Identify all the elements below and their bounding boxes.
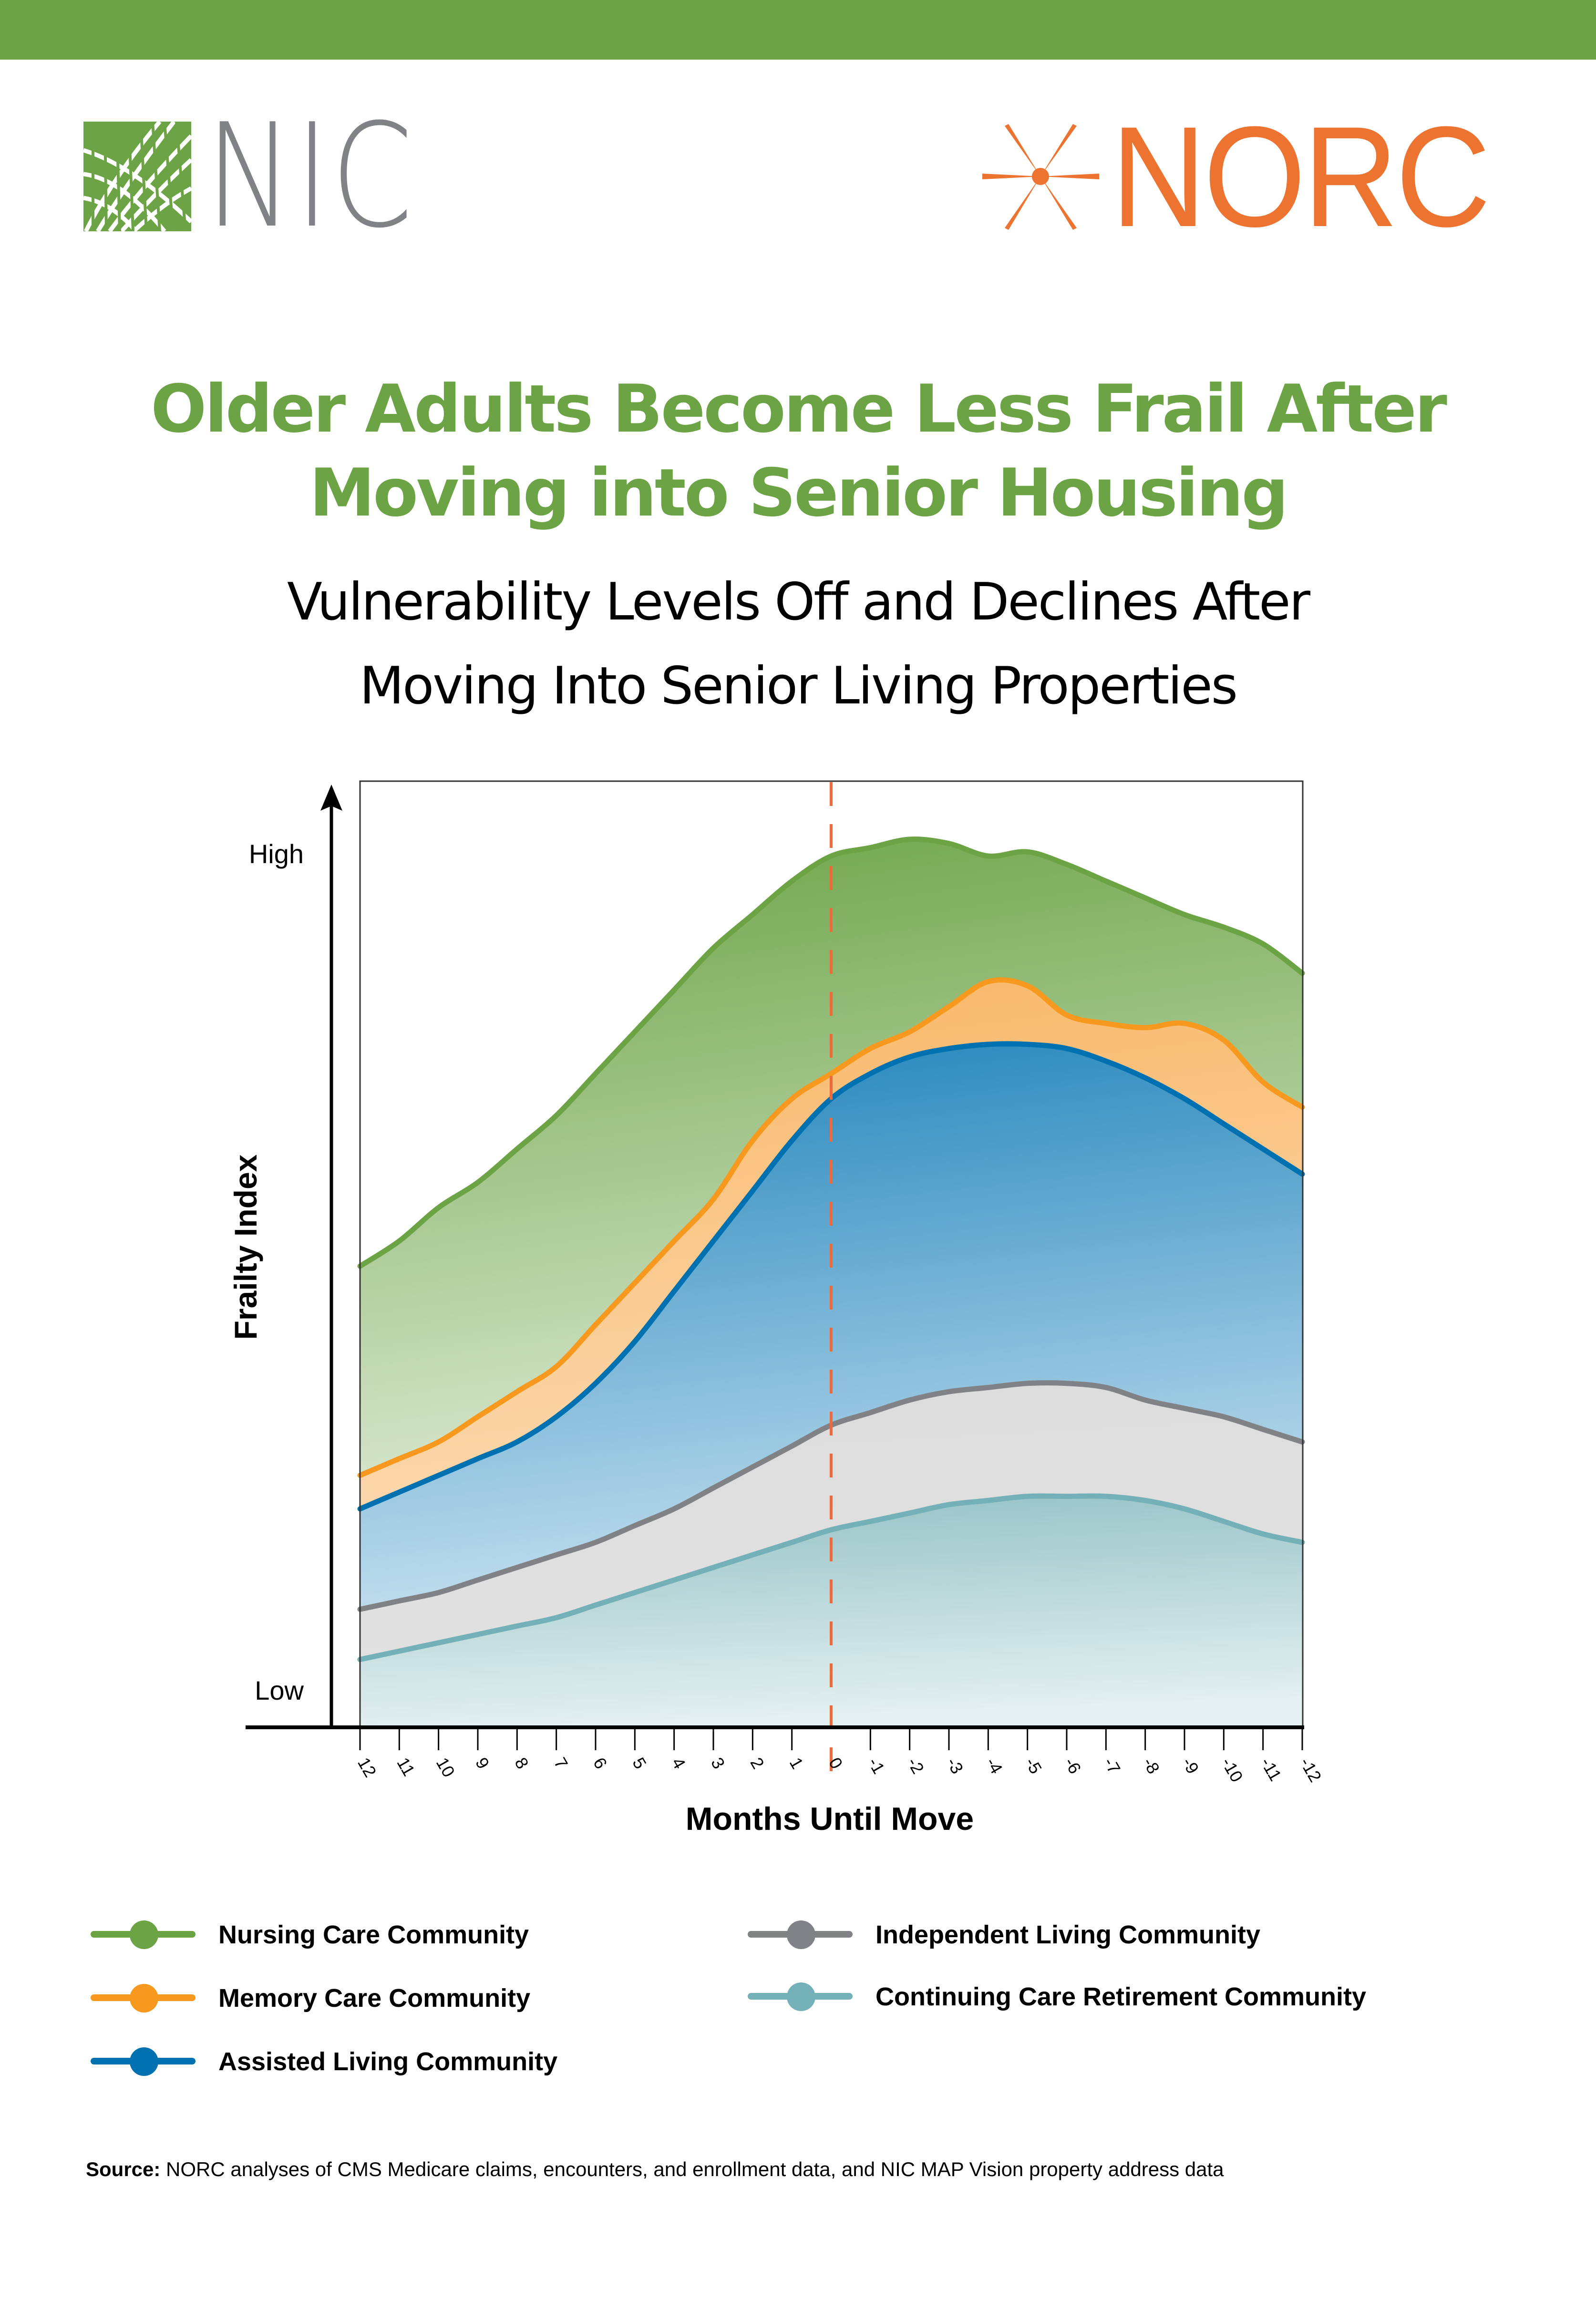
norc-logo: NORC xyxy=(980,96,1521,257)
line-continuing-care-retirement-community xyxy=(357,1493,1305,1662)
y-axis xyxy=(320,784,342,1727)
x-tick-label: -1 xyxy=(864,1754,889,1777)
legend-label: Assisted Living Community xyxy=(218,2047,558,2076)
x-tick-label: 8 xyxy=(511,1754,533,1772)
legend-swatch-icon xyxy=(91,2040,196,2083)
legend-label: Independent Living Community xyxy=(875,1920,1260,1949)
x-tick-label: 5 xyxy=(628,1754,650,1772)
x-tick-label: 1 xyxy=(786,1754,808,1772)
frailty-area-chart: 12 11 10 9 8 7 6 5 4 3 2 1 0 -1 -2 -3 -4 -5 -6 -7 -8 -9 -10 -11… xyxy=(246,780,1326,1786)
x-tick-label: 10 xyxy=(432,1754,459,1780)
x-tick-label: 11 xyxy=(393,1754,419,1779)
legend-item: Assisted Living Community xyxy=(91,2040,557,2083)
page-title: Older Adults Become Less Frail After Mov… xyxy=(0,367,1596,535)
x-tick-label: 7 xyxy=(550,1754,572,1772)
area-continuing-care-retirement-community xyxy=(360,1496,1302,1726)
title-line-2: Moving into Senior Housing xyxy=(309,454,1288,531)
legend-swatch-icon xyxy=(91,1913,196,1956)
x-tick-label: 12 xyxy=(354,1754,381,1780)
line-memory-care-community xyxy=(357,977,1305,1478)
norc-wordmark: NORC xyxy=(1111,96,1491,257)
x-tick-label: -11 xyxy=(1257,1754,1286,1784)
x-tick-label: -3 xyxy=(943,1754,968,1777)
legend-item: Memory Care Community xyxy=(91,1977,530,2020)
line-assisted-living-community xyxy=(357,1041,1305,1512)
source-note: Source: NORC analyses of CMS Medicare cl… xyxy=(86,2158,1224,2180)
legend-item: Independent Living Community xyxy=(748,1913,1260,1956)
x-tick-label: 2 xyxy=(746,1754,768,1772)
x-tick-label: 6 xyxy=(589,1754,611,1772)
x-axis-title: Months Until Move xyxy=(685,1801,974,1837)
y-axis-arrow-icon xyxy=(320,784,342,811)
nic-logo: NIC xyxy=(83,93,460,259)
x-tick-label: 3 xyxy=(707,1754,729,1772)
x-tick-label: -9 xyxy=(1178,1754,1203,1777)
x-tick-label: -5 xyxy=(1021,1754,1046,1777)
x-tick-label: 4 xyxy=(668,1754,690,1772)
x-tick-label: -8 xyxy=(1139,1754,1164,1777)
legend-item: Continuing Care Retirement Community xyxy=(748,1975,1366,2018)
legend-swatch-icon xyxy=(748,1975,853,2018)
x-tick-label: -10 xyxy=(1217,1754,1247,1786)
x-tick-label: 9 xyxy=(472,1754,494,1772)
x-tick-label: 0 xyxy=(825,1754,847,1772)
legend-item: Nursing Care Community xyxy=(91,1913,529,1956)
subtitle-line-1: Vulnerability Levels Off and Declines Af… xyxy=(287,572,1310,632)
x-tick-label: -2 xyxy=(904,1754,928,1777)
header-bar xyxy=(0,0,1596,60)
nic-wordmark: NIC xyxy=(206,93,415,259)
x-tick-label: -6 xyxy=(1061,1754,1085,1777)
title-line-1: Older Adults Become Less Frail After xyxy=(151,371,1447,447)
subtitle-line-2: Moving Into Senior Living Properties xyxy=(359,656,1238,716)
x-tick-label: -4 xyxy=(982,1754,1007,1777)
x-axis-ticks: 12 11 10 9 8 7 6 5 4 3 2 1 0 -1 -2 -3 -4 -5 -6 -7 -8 -9 -10 -11… xyxy=(354,1727,1326,1786)
x-tick-label: -7 xyxy=(1100,1754,1124,1777)
page-subtitle: Vulnerability Levels Off and Declines Af… xyxy=(0,560,1596,728)
nic-grid-mark-icon xyxy=(83,122,191,231)
y-high-label: High xyxy=(248,839,304,869)
legend-swatch-icon xyxy=(91,1977,196,2020)
y-low-label: Low xyxy=(255,1675,304,1705)
x-tick-label: -12 xyxy=(1296,1754,1326,1786)
legend-label: Memory Care Community xyxy=(218,1984,531,2013)
legend-label: Continuing Care Retirement Community xyxy=(875,1982,1367,2011)
line-nursing-care-community xyxy=(357,836,1305,1269)
legend-label: Nursing Care Community xyxy=(218,1920,529,1949)
norc-star-icon xyxy=(982,124,1099,230)
legend-swatch-icon xyxy=(748,1913,853,1956)
